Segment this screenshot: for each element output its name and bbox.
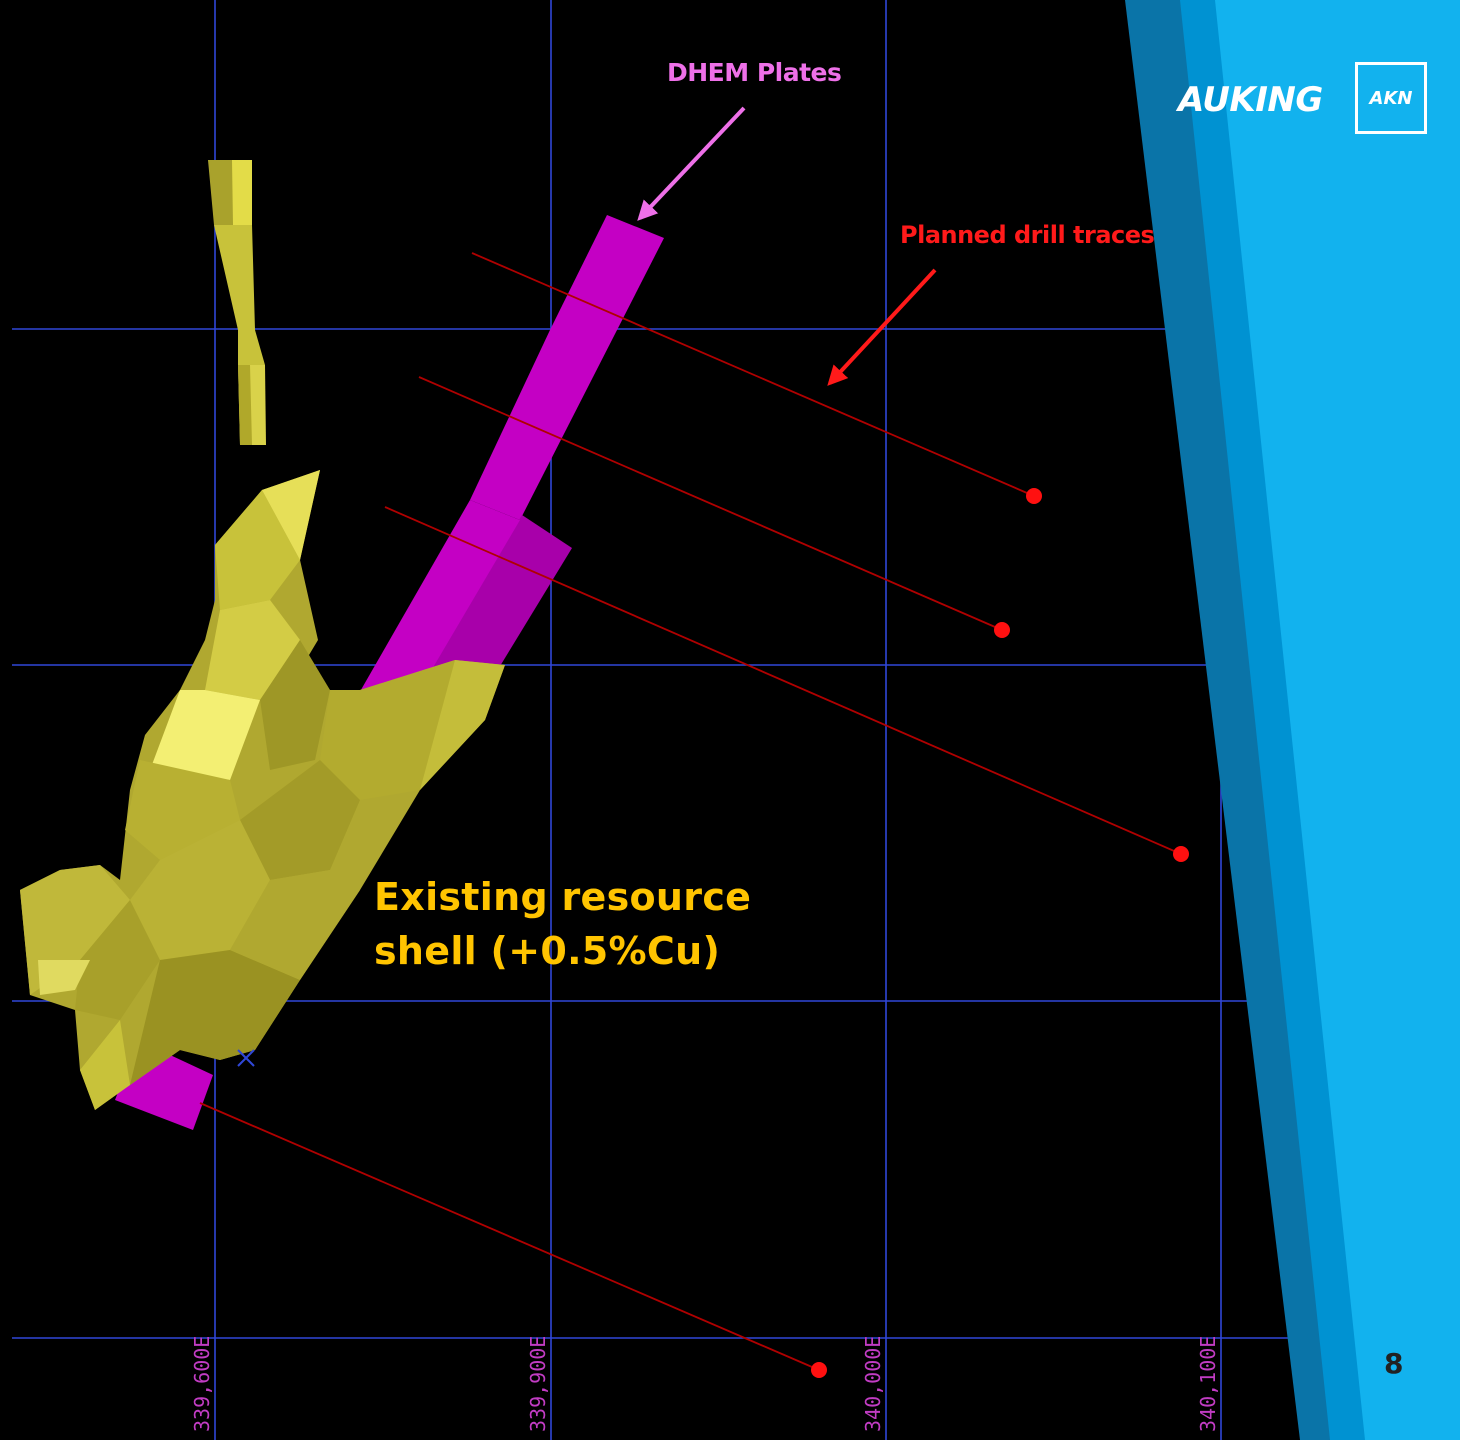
drill-collars bbox=[811, 488, 1189, 1378]
drill-collar-2 bbox=[994, 622, 1010, 638]
drill-traces bbox=[199, 252, 1182, 1371]
planned-drill-traces-label: Planned drill traces bbox=[900, 221, 1155, 249]
resource-shell-label-line1: Existing resource bbox=[374, 875, 752, 919]
grid-label-340000: 340,000E bbox=[861, 1336, 885, 1432]
resource-shell-label: Existing resource shell (+0.5%Cu) bbox=[374, 870, 751, 978]
drill-collar-4 bbox=[811, 1362, 827, 1378]
drill-trace-3 bbox=[384, 506, 1182, 855]
arrow-icon bbox=[637, 106, 746, 221]
upper-shell bbox=[208, 160, 266, 445]
drill-collar-3 bbox=[1173, 846, 1189, 862]
grid-labels: 339,600E 339,900E 340,000E 340,100E bbox=[190, 1336, 1220, 1432]
drill-collar-1 bbox=[1026, 488, 1042, 504]
grid-label-340100: 340,100E bbox=[1196, 1336, 1220, 1432]
survey-marks bbox=[237, 1049, 255, 1067]
grid-label-339900: 339,900E bbox=[526, 1336, 550, 1432]
resource-shell bbox=[20, 470, 505, 1110]
brand-name: AUKING bbox=[1178, 80, 1323, 120]
arrow-icon bbox=[827, 268, 937, 386]
drill-trace-2 bbox=[418, 376, 1003, 631]
brand-logo: AKN bbox=[1355, 62, 1427, 134]
side-panel bbox=[1125, 0, 1460, 1440]
dhem-plates-label: DHEM Plates bbox=[667, 58, 842, 87]
dhem-plate-upper bbox=[470, 215, 664, 520]
dhem-plate-lower bbox=[358, 500, 520, 715]
resource-shell-label-line2: shell (+0.5%Cu) bbox=[374, 929, 721, 973]
grid-label-339600: 339,600E bbox=[190, 1336, 214, 1432]
brand-ticker: AKN bbox=[1369, 87, 1413, 109]
page-number: 8 bbox=[1384, 1347, 1404, 1380]
drill-trace-4 bbox=[199, 1102, 820, 1371]
drill-trace-1 bbox=[471, 252, 1035, 497]
